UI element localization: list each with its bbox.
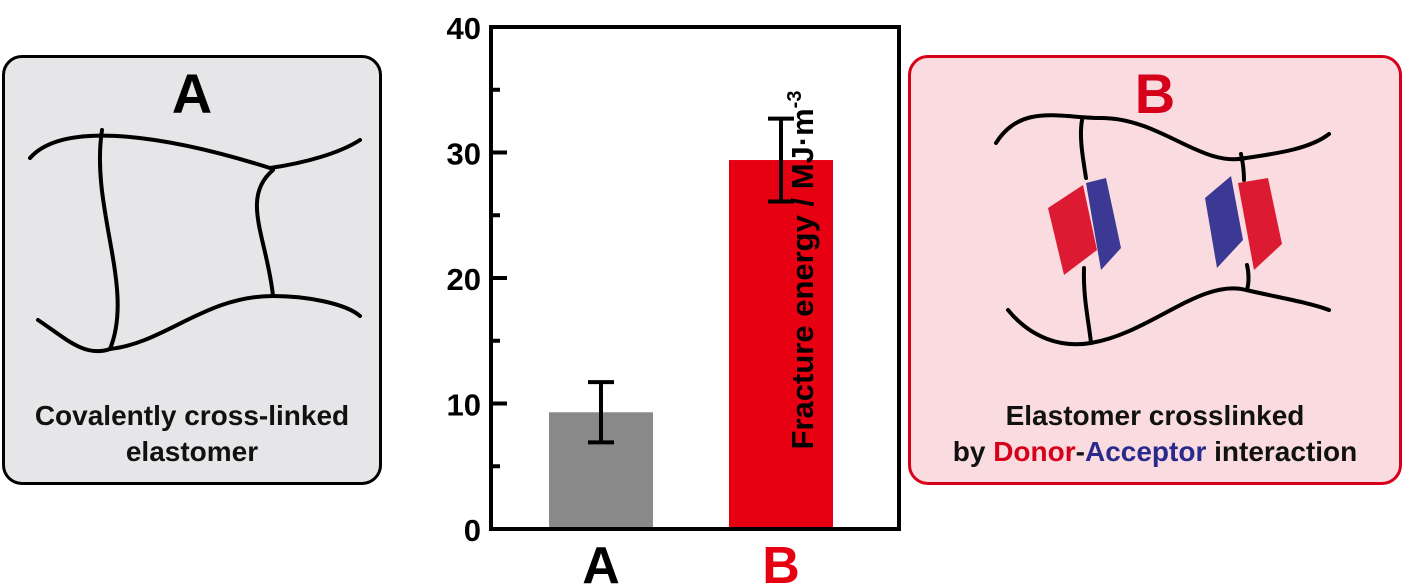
tether-right-bottom	[1245, 263, 1251, 292]
donor-acceptor-pair-right	[1205, 176, 1282, 270]
y-axis-label: Fracture energy / MJ·m-3	[784, 91, 820, 450]
donor-unit-left	[1048, 185, 1097, 275]
panel-b-title: B	[1134, 62, 1176, 125]
tether-right-top	[1239, 152, 1246, 182]
panel-a-title: A	[171, 62, 213, 125]
polymer-chain-bottom	[36, 293, 362, 354]
polymer-chain-top	[28, 133, 362, 171]
x-category-label-A: A	[582, 537, 620, 588]
tether-left-bottom	[1081, 266, 1093, 345]
covalent-crosslink-left	[97, 128, 120, 351]
donor-acceptor-network-illustration	[994, 113, 1331, 347]
acceptor-unit-right	[1205, 176, 1243, 268]
caption-by: by	[952, 436, 994, 467]
donor-acceptor-pair-left	[1048, 178, 1121, 275]
panel-a-caption-line1: Covalently cross-linked	[34, 400, 350, 431]
caption-tail: interaction	[1206, 436, 1358, 467]
panel-a-covalent: A Covalently cross-linked elastomer	[2, 55, 382, 485]
panel-b-caption-line2: by Donor-Acceptor interaction	[911, 434, 1399, 470]
covalent-network-illustration	[28, 128, 362, 354]
y-tick-label: 0	[464, 513, 481, 548]
bars	[549, 116, 833, 527]
bar-B	[729, 160, 833, 527]
x-category-label-B: B	[762, 537, 800, 588]
tether-left-top	[1078, 118, 1088, 180]
panel-a-caption: Covalently cross-linked elastomer	[5, 398, 379, 470]
y-tick-label: 10	[447, 388, 481, 423]
panel-b-caption-line1: Elastomer crosslinked	[1005, 400, 1305, 431]
panel-b-caption: Elastomer crosslinked by Donor-Acceptor …	[911, 398, 1399, 470]
y-axis: 0 10 20 30 40	[447, 11, 507, 548]
caption-dash: -	[1075, 436, 1085, 467]
acceptor-word: Acceptor	[1084, 436, 1207, 467]
polymer-chain-top	[994, 113, 1331, 162]
covalent-crosslink-right	[254, 168, 275, 298]
donor-word: Donor	[993, 436, 1076, 467]
y-tick-label: 20	[447, 262, 481, 297]
polymer-chain-bottom	[1006, 286, 1331, 347]
acceptor-unit-left	[1086, 178, 1121, 270]
y-tick-label: 40	[447, 11, 481, 46]
y-axis-label-superscript: -3	[784, 91, 806, 109]
panel-b-donor-acceptor: B Elastomer crosslinked by Donor-Accepto…	[908, 55, 1402, 485]
y-tick-label: 30	[447, 137, 481, 172]
donor-unit-right	[1238, 178, 1282, 270]
panel-a-caption-line2: elastomer	[125, 436, 259, 467]
